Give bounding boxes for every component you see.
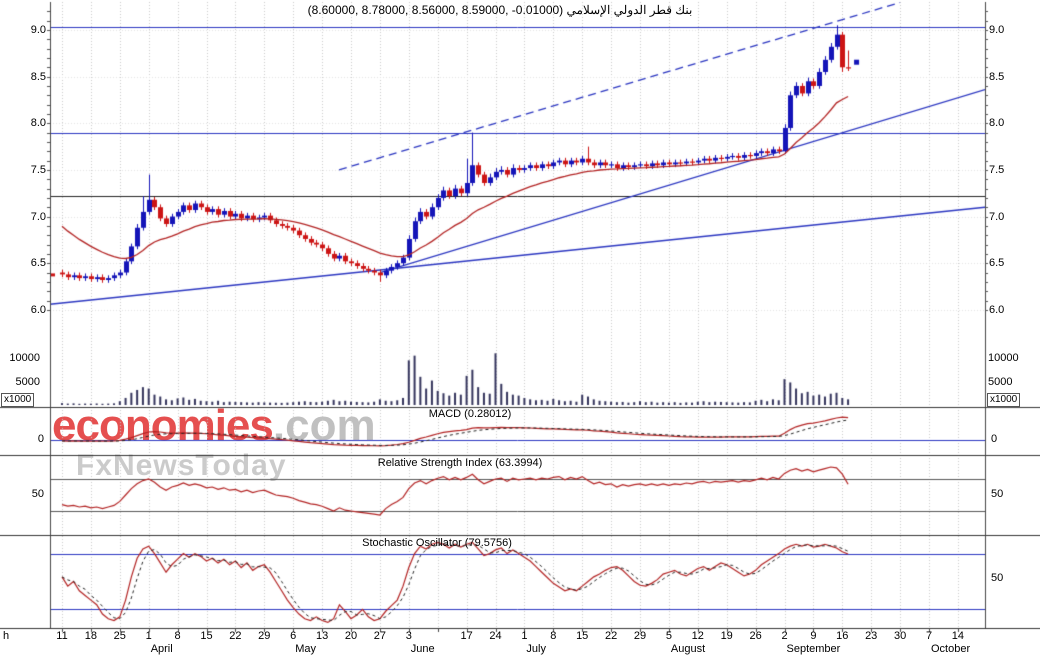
price-axis-label-right: 6.5 [989, 257, 1005, 270]
x-axis-date-label: 7 [925, 630, 933, 642]
price-axis-label-right: 9.0 [989, 23, 1005, 36]
x-axis-date-label: 3 [405, 630, 412, 642]
macd-zero-label-left: 0 [37, 433, 44, 445]
volume-axis-label-left: 5000 [15, 375, 40, 388]
x-axis-date-label: 9 [810, 630, 817, 642]
x-axis-date-label: 23 [865, 630, 878, 642]
price-axis-label-right: 6.0 [989, 303, 1005, 316]
macd-zero-label-right: 0 [991, 433, 998, 445]
march-partial-label: h [3, 630, 10, 642]
x-axis-month-label: September [786, 643, 841, 655]
x-axis-date-label: 22 [229, 630, 242, 642]
x-axis-date-label: 13 [315, 630, 329, 642]
volume-axis-label-right: 10000 [988, 352, 1019, 364]
x-axis-date-label: 24 [489, 630, 502, 642]
x-axis-month-label: July [526, 643, 546, 655]
price-axis-label-left: 6.0 [30, 303, 46, 316]
x-axis-date-label: 5 [665, 630, 672, 642]
x-axis-date-label: 2 [781, 630, 788, 642]
x-axis-date-label: 14 [951, 630, 965, 642]
volume-unit-box-left: x1000 [1, 393, 35, 407]
price-axis-label-left: 6.5 [30, 257, 46, 270]
volume-axis-label-left: 10000 [9, 352, 40, 364]
price-axis-label-left: 9.0 [30, 23, 46, 36]
x-axis-date-label: 25 [113, 630, 126, 642]
x-axis-date-label: 29 [258, 630, 271, 642]
rsi-mid-label-left: 50 [31, 488, 44, 500]
rsi-mid-label-right: 50 [991, 488, 1004, 500]
x-axis-date-label: 16 [836, 630, 849, 642]
x-axis-month-label: August [670, 643, 706, 655]
price-axis-label-left: 8.5 [30, 70, 46, 83]
x-axis-date-label: 8 [174, 630, 181, 642]
macd-panel-title: MACD (0.28012) [428, 408, 512, 420]
rsi-panel-title: Relative Strength Index (63.3994) [377, 457, 543, 469]
price-axis-label-right: 7.0 [989, 210, 1005, 223]
x-axis-date-label: 15 [200, 630, 213, 642]
x-axis-date-label: 1 [145, 630, 152, 642]
price-axis-label-right: 8.0 [989, 117, 1005, 130]
x-axis-date-label: 30 [893, 630, 907, 642]
price-axis-label-left: 8.0 [30, 117, 46, 130]
x-axis-date-label: 17 [460, 630, 473, 642]
x-axis-date-label: 19 [720, 630, 733, 642]
price-axis-label-right: 7.5 [989, 163, 1005, 176]
x-axis-month-label: June [410, 643, 435, 655]
x-axis-date-label: 12 [691, 630, 704, 642]
x-axis-date-label: 26 [749, 630, 762, 642]
x-axis-month-label: April [150, 643, 173, 655]
volume-unit-box-right: x1000 [987, 393, 1021, 407]
x-axis-date-label: 20 [344, 630, 358, 642]
price-axis-label-left: 7.5 [30, 163, 46, 176]
x-axis-date-label: 11 [56, 630, 68, 642]
x-axis-month-label: May [295, 643, 316, 655]
x-axis-date-label: 8 [550, 630, 557, 642]
x-axis-date-label: 15 [576, 630, 589, 642]
stochastic-mid-label-right: 50 [991, 572, 1004, 584]
chart-header-ohlc: (8.60000, 8.78000, 8.56000, 8.59000, -0.… [307, 3, 693, 17]
price-axis-label-left: 7.0 [30, 210, 46, 223]
volume-axis-label-right: 5000 [988, 375, 1013, 388]
x-axis-date-label: 18 [84, 630, 98, 642]
x-axis-date-label: 27 [373, 630, 387, 642]
x-axis-date-label: 22 [604, 630, 618, 642]
stochastic-panel-title: Stochastic Oscillator (79.5756) [362, 537, 512, 549]
x-axis-date-label: 6 [290, 630, 297, 642]
x-axis-date-label: 29 [633, 630, 647, 642]
x-axis-month-label: October [931, 643, 971, 655]
x-axis-date-label: 1 [521, 630, 528, 642]
price-axis-label-right: 8.5 [989, 70, 1005, 83]
